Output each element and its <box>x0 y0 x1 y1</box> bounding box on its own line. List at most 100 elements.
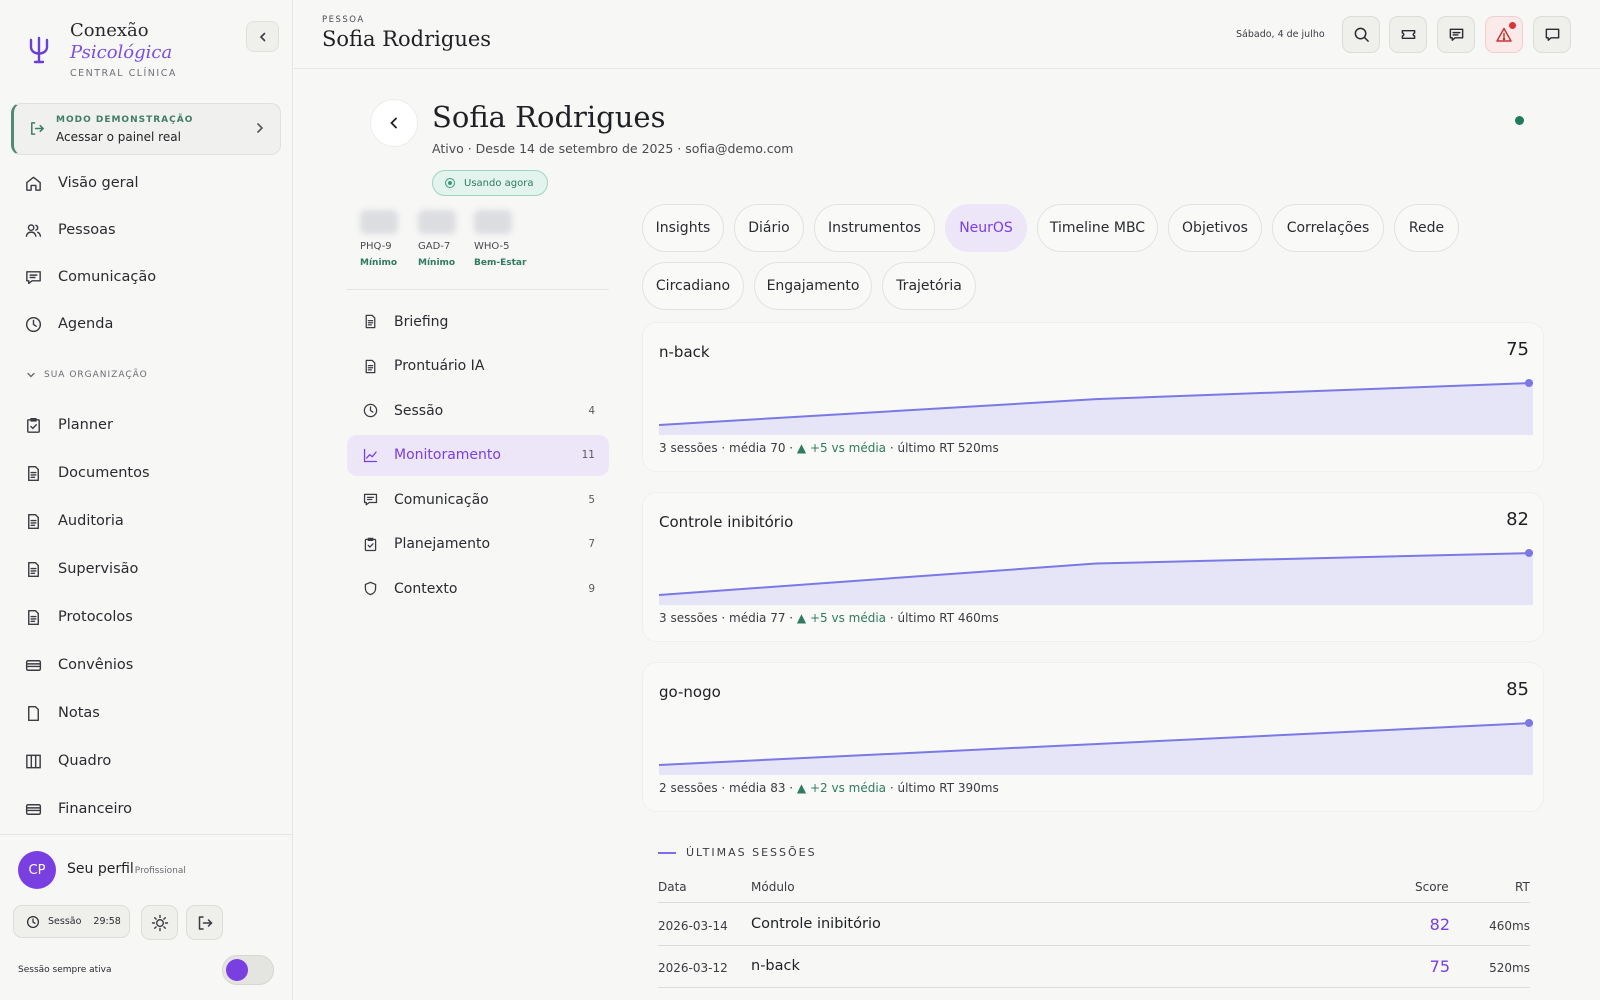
ticket-button[interactable] <box>1389 16 1427 53</box>
tab-timeline-mbc[interactable]: Timeline MBC <box>1037 204 1158 252</box>
tab-diário[interactable]: Diário <box>734 204 804 252</box>
section-item-planejamento[interactable]: Planejamento 7 <box>347 524 609 565</box>
demo-mode-card[interactable]: MODO DEMONSTRAÇÃO Acessar o painel real <box>11 103 281 155</box>
table-row[interactable]: 2026-03-14 Controle inibitório 82 460ms <box>658 904 1530 946</box>
warning-icon <box>1496 27 1512 42</box>
sidebar-item-planner[interactable]: Planner <box>24 410 274 440</box>
sidebar-item-notas[interactable]: Notas <box>24 698 274 728</box>
sidebar-item-label: Planner <box>58 417 113 433</box>
always-active-toggle[interactable] <box>222 955 274 985</box>
section-item-contexto[interactable]: Contexto 9 <box>347 568 609 609</box>
score-level: Mínimo <box>360 258 398 268</box>
sidebar-item-protocolos[interactable]: Protocolos <box>24 602 274 632</box>
message-icon <box>363 493 378 506</box>
section-item-count: 4 <box>588 404 595 417</box>
module-summary: 3 sessões · média 70 · ▲ +5 vs média · ú… <box>659 441 999 455</box>
section-item-monitoramento[interactable]: Monitoramento 11 <box>347 434 609 476</box>
sidebar-item-agenda[interactable]: Agenda <box>24 309 274 339</box>
tab-neuros[interactable]: NeurOS <box>945 204 1027 252</box>
trend-delta: ▲ +2 vs média <box>796 781 887 795</box>
score-who-5[interactable]: WHO-5 Bem-Estar <box>474 210 544 268</box>
header-kicker: PESSOA <box>322 15 365 25</box>
sidebar-item-quadro[interactable]: Quadro <box>24 746 274 776</box>
sun-icon <box>151 914 168 931</box>
sidebar-item-documentos[interactable]: Documentos <box>24 458 274 488</box>
messages-button[interactable] <box>1437 16 1475 53</box>
tab-correlações[interactable]: Correlações <box>1272 204 1384 252</box>
title-accent <box>658 851 676 854</box>
tab-insights[interactable]: Insights <box>642 204 724 252</box>
module-card[interactable]: n-back 75 3 sessões · média 70 · ▲ +5 vs m… <box>642 322 1544 472</box>
clock-icon <box>26 915 40 928</box>
trend-chart <box>659 719 1533 775</box>
section-toggle-organization[interactable]: SUA ORGANIZAÇÃO <box>26 370 148 380</box>
chart-line-icon <box>363 448 378 462</box>
demo-mode-link: Acessar o painel real <box>56 130 181 144</box>
section-item-comunicação[interactable]: Comunicação 5 <box>347 479 609 520</box>
score-value-hidden <box>418 210 456 234</box>
profile-role: Profissional <box>134 866 186 876</box>
avatar[interactable]: CP <box>18 851 56 889</box>
column-header-module: Módulo <box>751 880 795 894</box>
section-item-briefing[interactable]: Briefing <box>347 301 609 342</box>
session-timer[interactable]: Sessão 29:58 <box>13 905 130 938</box>
trend-area <box>659 383 1533 435</box>
tab-rede[interactable]: Rede <box>1394 204 1459 252</box>
tab-objetivos[interactable]: Objetivos <box>1168 204 1262 252</box>
current-date: Sábado, 4 de julho <box>1236 29 1325 40</box>
score-name: GAD-7 <box>418 241 451 252</box>
sidebar-item-comunicação[interactable]: Comunicação <box>24 262 274 292</box>
table-row[interactable]: 2026-03-12 n-back 75 520ms <box>658 946 1530 988</box>
sidebar-item-pessoas[interactable]: Pessoas <box>24 215 274 245</box>
module-card[interactable]: go-nogo 85 2 sessões · média 83 · ▲ +2 vs … <box>642 662 1544 812</box>
message-icon <box>1449 28 1463 41</box>
module-score: 85 <box>1506 679 1529 700</box>
back-button[interactable] <box>370 99 418 147</box>
sidebar: Conexão Psicológica CENTRAL CLÍNICA MODO… <box>0 0 293 1000</box>
alerts-button[interactable] <box>1485 16 1523 53</box>
tab-circadiano[interactable]: Circadiano <box>642 262 744 310</box>
chevron-right-icon <box>257 123 264 133</box>
profile-link[interactable]: Seu perfilProfissional <box>67 861 186 877</box>
trend-chart <box>659 379 1533 435</box>
trend-area <box>659 553 1533 605</box>
sidebar-item-supervisão[interactable]: Supervisão <box>24 554 274 584</box>
section-item-label: Contexto <box>394 580 458 597</box>
score-phq-9[interactable]: PHQ-9 Mínimo <box>360 210 430 268</box>
score-name: WHO-5 <box>474 241 510 252</box>
trend-delta: ▲ +5 vs média <box>796 441 887 455</box>
collapse-sidebar-button[interactable] <box>246 21 279 52</box>
theme-toggle-button[interactable] <box>141 905 178 940</box>
module-card[interactable]: Controle inibitório 82 3 sessões · média 7… <box>642 492 1544 642</box>
score-level: Mínimo <box>418 258 456 268</box>
trend-line <box>659 382 1533 426</box>
brand-logo[interactable]: Conexão Psicológica CENTRAL CLÍNICA <box>28 20 268 84</box>
section-item-count: 7 <box>588 538 595 550</box>
document-icon <box>28 513 39 529</box>
sessions-title-text: ÚLTIMAS SESSÕES <box>686 846 817 859</box>
section-label: SUA ORGANIZAÇÃO <box>44 370 148 380</box>
always-active-label: Sessão sempre ativa <box>18 965 112 975</box>
table-header-divider <box>658 902 1530 903</box>
chat-button[interactable] <box>1533 16 1571 53</box>
score-value-hidden <box>474 210 512 234</box>
session-time: 29:58 <box>93 916 121 927</box>
tab-trajetória[interactable]: Trajetória <box>882 262 976 310</box>
search-button[interactable] <box>1342 16 1380 53</box>
column-header-score: Score <box>1415 880 1449 894</box>
logout-button[interactable] <box>186 905 223 940</box>
summary-rt: · último RT 390ms <box>886 781 999 795</box>
clipboard-check-icon <box>364 537 377 551</box>
section-item-prontuário-ia[interactable]: Prontuário IA <box>347 346 609 387</box>
score-gad-7[interactable]: GAD-7 Mínimo <box>418 210 488 268</box>
sidebar-item-financeiro[interactable]: Financeiro <box>24 794 274 824</box>
sidebar-item-auditoria[interactable]: Auditoria <box>24 506 274 536</box>
sidebar-item-visão-geral[interactable]: Visão geral <box>24 168 274 198</box>
trend-last-point <box>1525 719 1533 727</box>
tab-engajamento[interactable]: Engajamento <box>754 262 872 310</box>
tab-instrumentos[interactable]: Instrumentos <box>814 204 935 252</box>
section-item-sessão[interactable]: Sessão 4 <box>347 390 609 431</box>
sidebar-item-convênios[interactable]: Convênios <box>24 650 274 680</box>
clipboard-check-icon <box>27 417 40 433</box>
sidebar-item-label: Auditoria <box>58 513 124 529</box>
